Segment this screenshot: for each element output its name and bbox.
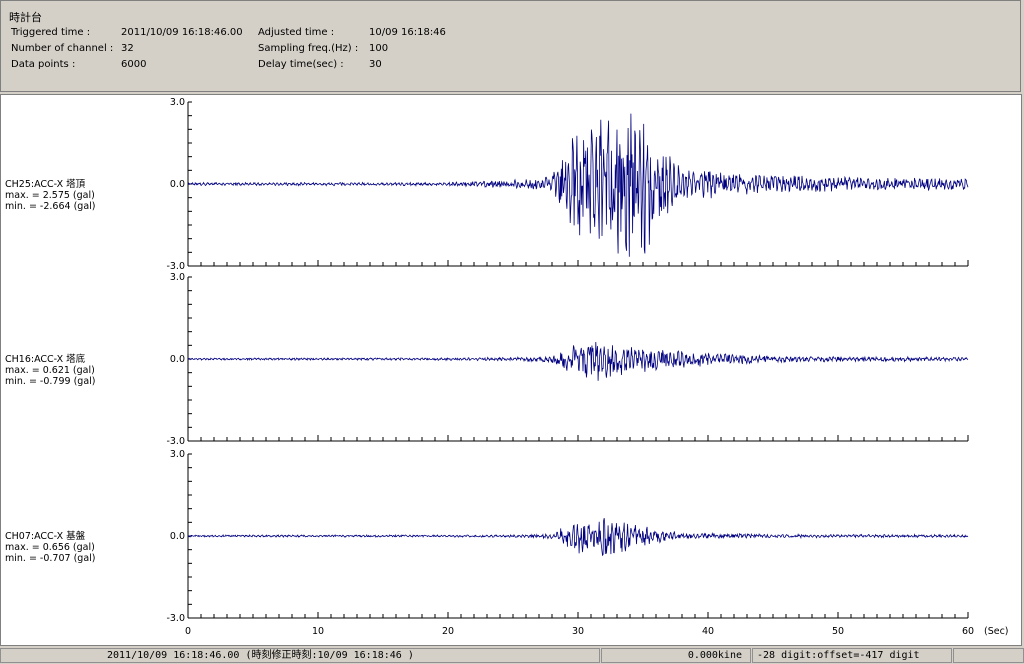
y-tick-label: -3.0 xyxy=(166,613,185,624)
x-tick-label: 50 xyxy=(832,626,844,637)
channel-max-text: max. = 0.656 (gal) xyxy=(5,542,95,553)
y-tick-label: 0.0 xyxy=(170,531,185,542)
channel-label: CH25:ACC-X 塔頂 xyxy=(5,178,86,190)
channel-label: CH16:ACC-X 塔底 xyxy=(5,353,86,365)
adjusted-time-label: Adjusted time : xyxy=(258,27,335,38)
sampling-freq-value: 100 xyxy=(369,43,389,54)
channel-count-value: 32 xyxy=(121,43,134,54)
triggered-time-label: Triggered time : xyxy=(11,27,91,38)
y-tick-label: -3.0 xyxy=(166,261,185,272)
channel-min-text: min. = -2.664 (gal) xyxy=(5,201,95,212)
x-tick-label: 60 xyxy=(962,626,974,637)
y-tick-label: -3.0 xyxy=(166,436,185,447)
y-tick-label: 3.0 xyxy=(170,97,185,108)
triggered-time-value: 2011/10/09 16:18:46.00 xyxy=(121,27,243,38)
x-axis-unit: (Sec) xyxy=(984,626,1009,637)
channel-label: CH07:ACC-X 基盤 xyxy=(5,530,86,542)
info-header: 時計台 Triggered time : 2011/10/09 16:18:46… xyxy=(0,0,1021,92)
x-tick-label: 40 xyxy=(702,626,714,637)
status-velocity: 0.000kine xyxy=(601,648,751,663)
x-tick-label: 10 xyxy=(312,626,324,637)
delay-time-value: 30 xyxy=(369,59,382,70)
sampling-freq-label: Sampling freq.(Hz) : xyxy=(258,43,359,54)
status-extra xyxy=(953,648,1024,663)
status-digit: -28 digit:offset=-417 digit xyxy=(752,648,952,663)
channel-max-text: max. = 2.575 (gal) xyxy=(5,190,95,201)
channel-min-text: min. = -0.707 (gal) xyxy=(5,553,95,564)
y-tick-label: 3.0 xyxy=(170,272,185,283)
plot-area: CH25:ACC-X 塔頂 max. = 2.575 (gal) min. = -2… xyxy=(0,94,1022,646)
y-tick-label: 0.0 xyxy=(170,354,185,365)
header-title: 時計台 xyxy=(9,11,42,24)
x-tick-label: 30 xyxy=(572,626,584,637)
channel-max-text: max. = 0.621 (gal) xyxy=(5,365,95,376)
delay-time-label: Delay time(sec) : xyxy=(258,59,344,70)
status-bar: 2011/10/09 16:18:46.00 (時刻修正時刻:10/09 16:… xyxy=(0,647,1024,664)
waveform-trace xyxy=(187,113,969,257)
x-tick-label: 0 xyxy=(185,626,191,637)
data-points-value: 6000 xyxy=(121,59,147,70)
x-tick-label: 20 xyxy=(442,626,454,637)
y-tick-label: 0.0 xyxy=(170,179,185,190)
status-time: 2011/10/09 16:18:46.00 (時刻修正時刻:10/09 16:… xyxy=(0,648,600,663)
y-tick-label: 3.0 xyxy=(170,449,185,460)
data-points-label: Data points : xyxy=(11,59,76,70)
channel-min-text: min. = -0.799 (gal) xyxy=(5,376,95,387)
waveform-trace xyxy=(187,341,969,381)
waveform-trace xyxy=(187,518,969,557)
adjusted-time-value: 10/09 16:18:46 xyxy=(369,27,446,38)
channel-count-label: Number of channel : xyxy=(11,43,114,54)
